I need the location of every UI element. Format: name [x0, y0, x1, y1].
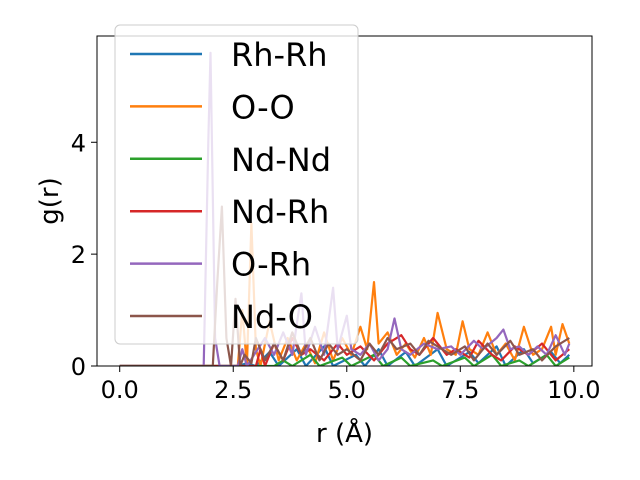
y-tick-label-2: 4 [71, 129, 86, 157]
x-tick-label-0: 0.0 [101, 376, 139, 404]
x-tick-label-1: 2.5 [214, 376, 252, 404]
legend-label-5: Nd-O [231, 298, 313, 336]
x-axis-label: r (Å) [316, 417, 373, 449]
series-line-2 [119, 353, 570, 366]
legend-label-3: Nd-Rh [231, 193, 329, 231]
y-tick-label-1: 2 [71, 241, 86, 269]
y-tick-label-0: 0 [71, 353, 86, 381]
x-axis-ticks: 0.0 2.5 5.0 7.5 10.0 [101, 366, 601, 404]
legend: Rh-Rh O-O Nd-Nd Nd-Rh O-Rh Nd-O [114, 24, 359, 345]
legend-label-2: Nd-Nd [231, 141, 331, 179]
legend-label-1: O-O [231, 88, 295, 126]
x-tick-label-4: 10.0 [547, 376, 600, 404]
x-tick-label-3: 7.5 [441, 376, 479, 404]
series-line-4 [119, 51, 571, 366]
x-tick-label-2: 5.0 [328, 376, 366, 404]
legend-label-4: O-Rh [231, 246, 311, 284]
y-axis-label: g(r) [35, 177, 65, 224]
legend-label-0: Rh-Rh [231, 36, 328, 74]
y-axis-ticks: 0 2 4 [71, 129, 97, 381]
series-line-0 [119, 345, 571, 366]
